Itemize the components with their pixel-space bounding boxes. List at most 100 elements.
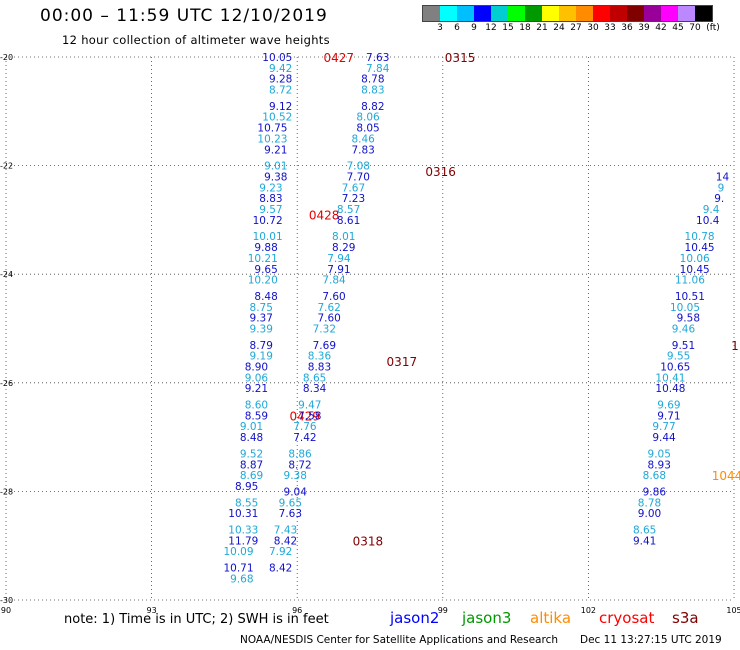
wave-height-value: 9.41 [633,535,656,547]
wave-height-value: 8.83 [308,362,331,374]
colorbar-swatches [422,5,713,22]
colorbar-swatch [695,6,712,21]
wave-height-value: 10.20 [248,275,278,287]
wave-height-value: 8.75 [250,302,273,314]
wave-height-value: 14 [716,171,730,183]
wave-height-value: 9.38 [264,171,287,183]
wave-height-value: 9.28 [269,74,292,86]
lon-tick-label: 105 [726,606,740,615]
colorbar-swatch [610,6,627,21]
wave-height-value: 7.42 [293,432,316,444]
mission-legend-jason2: jason2 [390,609,440,627]
pass-time-label: 0429 [289,409,320,423]
colorbar-swatch [661,6,678,21]
wave-height-value: 9.39 [250,324,273,336]
colorbar-swatch [678,6,695,21]
wave-height-value: 9.57 [259,204,282,216]
wave-height-value: 8.79 [250,340,273,352]
wave-height-value: 9.69 [657,400,680,412]
wave-height-value: 8.82 [361,101,384,113]
wave-height-value: 10.71 [223,562,253,574]
colorbar-label: 33 [604,23,616,33]
wave-height-value: 8.87 [240,459,263,471]
lon-tick-label: 99 [438,606,448,615]
wave-height-value: 10.05 [262,52,292,64]
lat-tick-label: -26 [0,379,13,388]
pass-time-label: 0316 [425,165,456,179]
wave-height-value: 9.4 [703,204,720,216]
colorbar-label: 3 [437,23,443,33]
colorbar-swatch [457,6,474,21]
wave-height-value: 10.72 [253,215,283,227]
wave-height-value: 9.58 [677,313,700,325]
lat-tick-label: -24 [0,270,13,279]
wave-height-value: 10.31 [228,508,258,520]
wave-height-value: 9.42 [269,63,292,75]
wave-height-value: 10.09 [223,546,253,558]
pass-time-label: 0315 [445,51,476,65]
wave-height-value: 10.48 [655,383,685,395]
colorbar-label: 6 [454,23,460,33]
satellite-tracks: 10.059.429.288.729.1210.5210.7510.239.21… [223,51,740,585]
wave-height-value: 7.60 [322,291,345,303]
wave-height-value: 7.60 [317,313,340,325]
colorbar-swatch [423,6,440,21]
pass-time-label: 1 [731,339,739,353]
wave-height-value: 8.57 [337,204,360,216]
wave-height-value: 9.21 [245,383,268,395]
wave-height-value: 8.29 [332,242,355,254]
wave-height-value: 8.86 [288,448,312,460]
wave-height-value: 10.75 [257,123,287,135]
credit-line: NOAA/NESDIS Center for Satellite Applica… [240,634,558,646]
colorbar-swatch [576,6,593,21]
colorbar-label: 45 [672,23,684,33]
track-jason2: 10.059.429.288.729.1210.5210.7510.239.21… [223,51,354,585]
wave-height-value: 10.65 [660,362,690,374]
map-grid [5,56,735,601]
pass-time-label: 0428 [309,208,340,222]
wave-height-value: 8.48 [240,432,263,444]
wave-height-value: 9.55 [667,351,690,363]
pass-time-label: 1044 [712,469,740,483]
wave-height-value: 11.79 [228,535,258,547]
lat-tick-label: -20 [0,53,13,62]
wave-height-value: 7.84 [366,63,390,75]
wave-height-value: 9.51 [672,340,695,352]
colorbar-swatch [508,6,525,21]
wave-height-value: 9.37 [250,313,273,325]
colorbar-label: 39 [638,23,650,33]
wave-height-value: 10.45 [685,242,715,254]
wave-height-value: 11.06 [675,275,705,287]
wave-height-value: 10.45 [680,264,710,276]
wave-height-value: 7.92 [269,546,292,558]
wave-height-value: 7.58 [298,410,321,422]
colorbar-label: 30 [587,23,599,33]
colorbar-unit: (ft) [706,23,720,33]
wave-height-value: 7.43 [274,524,297,536]
wave-height-value: 7.62 [317,302,340,314]
colorbar-label: 70 [689,23,701,33]
pass-time-label: 0318 [353,534,384,548]
colorbar-label: 24 [553,23,565,33]
wave-height-value: 8.05 [356,123,379,135]
colorbar-legend: 3 6 9 12 15 18 21 24 27 30 33 36 39 42 45 70 (ft) [422,5,720,34]
wave-height-value: 9.21 [264,144,287,156]
track-altika: 1044 [712,469,740,483]
wave-height-value: 8.93 [648,459,671,471]
wave-height-value: 8.69 [240,470,263,482]
wave-height-value: 9 [718,182,725,194]
pass-time-label: 0317 [387,355,418,369]
wave-height-value: 8.46 [351,133,375,145]
wave-height-value: 9.00 [638,508,661,520]
wave-height-value: 8.72 [269,85,292,97]
wave-height-value: 10.78 [685,231,715,243]
wave-height-value: 9.12 [269,101,292,113]
wave-height-value: 9.05 [648,448,671,460]
wave-height-value: 9.88 [254,242,277,254]
wave-height-value: 9.38 [284,470,307,482]
wave-height-value: 8.59 [245,410,268,422]
track-jason2: 7.637.848.788.838.828.068.058.467.837.08… [269,51,475,574]
wave-height-value: 10.23 [257,133,287,145]
wave-height-value: 10.21 [248,253,278,265]
